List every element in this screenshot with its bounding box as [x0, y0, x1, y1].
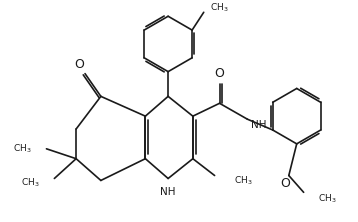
- Text: O: O: [214, 67, 224, 80]
- Text: O: O: [280, 177, 290, 190]
- Text: O: O: [74, 58, 84, 71]
- Text: NH: NH: [160, 187, 176, 197]
- Text: CH$_3$: CH$_3$: [21, 176, 39, 189]
- Text: CH$_3$: CH$_3$: [234, 174, 253, 187]
- Text: CH$_3$: CH$_3$: [210, 1, 228, 14]
- Text: CH$_3$: CH$_3$: [319, 192, 337, 204]
- Text: CH$_3$: CH$_3$: [13, 143, 32, 155]
- Text: NH: NH: [251, 120, 267, 130]
